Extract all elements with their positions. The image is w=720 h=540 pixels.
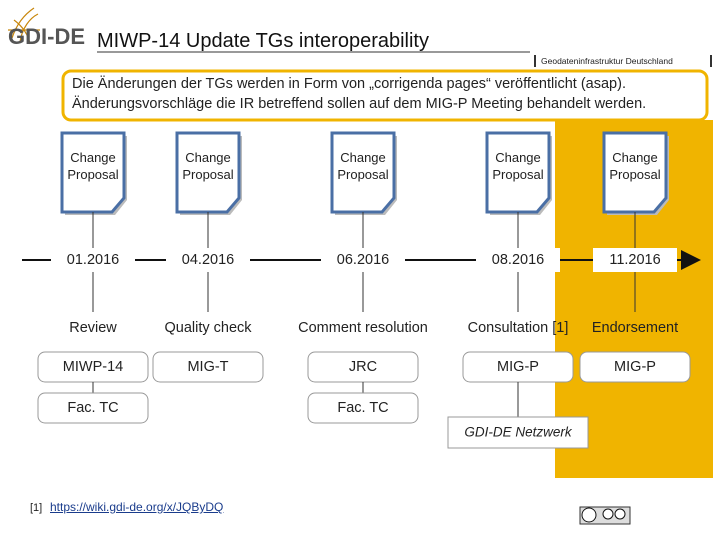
document xyxy=(602,131,668,214)
date: 04.2016 xyxy=(181,252,235,268)
activity: Consultation [1] xyxy=(467,320,569,336)
date-box xyxy=(476,248,560,272)
proposal-label: Change Proposal xyxy=(182,150,234,182)
date: 08.2016 xyxy=(491,252,545,268)
proposal-label: Change Proposal xyxy=(67,150,119,182)
document xyxy=(175,131,241,214)
logo: GDI-DE xyxy=(8,24,85,49)
document xyxy=(485,131,551,214)
date: 11.2016 xyxy=(609,252,661,268)
proposal-label: Change Proposal xyxy=(337,150,389,182)
title: MIWP-14 Update TGs interoperability xyxy=(97,30,429,52)
note-line: Die Änderungen der TGs werden in Form vo… xyxy=(72,76,626,92)
body-box xyxy=(37,392,149,424)
document xyxy=(330,131,396,214)
body: MIWP-14 xyxy=(62,359,124,375)
date: 01.2016 xyxy=(66,252,120,268)
document xyxy=(60,131,126,214)
body: Fac. TC xyxy=(337,400,389,416)
date: 06.2016 xyxy=(336,252,390,268)
subtitle: Geodateninfrastruktur Deutschland xyxy=(541,56,673,66)
cc-badge xyxy=(579,506,631,525)
body-box xyxy=(579,351,691,383)
body: JRC xyxy=(348,359,378,375)
proposal-label: Change Proposal xyxy=(609,150,661,182)
body: MIG-P xyxy=(497,359,539,375)
body: MIG-T xyxy=(187,359,229,375)
date-box xyxy=(593,248,677,272)
logo-mark xyxy=(8,7,40,45)
proposal-label: Change Proposal xyxy=(492,150,544,182)
body: MIG-P xyxy=(614,359,656,375)
body-box xyxy=(307,392,419,424)
activity: Comment resolution xyxy=(298,320,428,336)
body: Fac. TC xyxy=(67,400,119,416)
note-box xyxy=(61,69,709,122)
note-line: Änderungsvorschläge die IR betreffend so… xyxy=(72,96,647,112)
footnote-link[interactable]: https://wiki.gdi-de.org/x/JQByDQ xyxy=(50,500,224,514)
footnote-marker: [1] xyxy=(30,502,43,514)
activity: Quality check xyxy=(164,320,252,336)
date-box xyxy=(51,248,135,272)
body-box xyxy=(152,351,264,383)
network: GDI-DE Netzwerk xyxy=(464,424,572,440)
date-box xyxy=(166,248,250,272)
activity: Review xyxy=(69,320,117,336)
network-box xyxy=(447,416,589,449)
date-box xyxy=(321,248,405,272)
activity: Endorsement xyxy=(591,320,679,336)
